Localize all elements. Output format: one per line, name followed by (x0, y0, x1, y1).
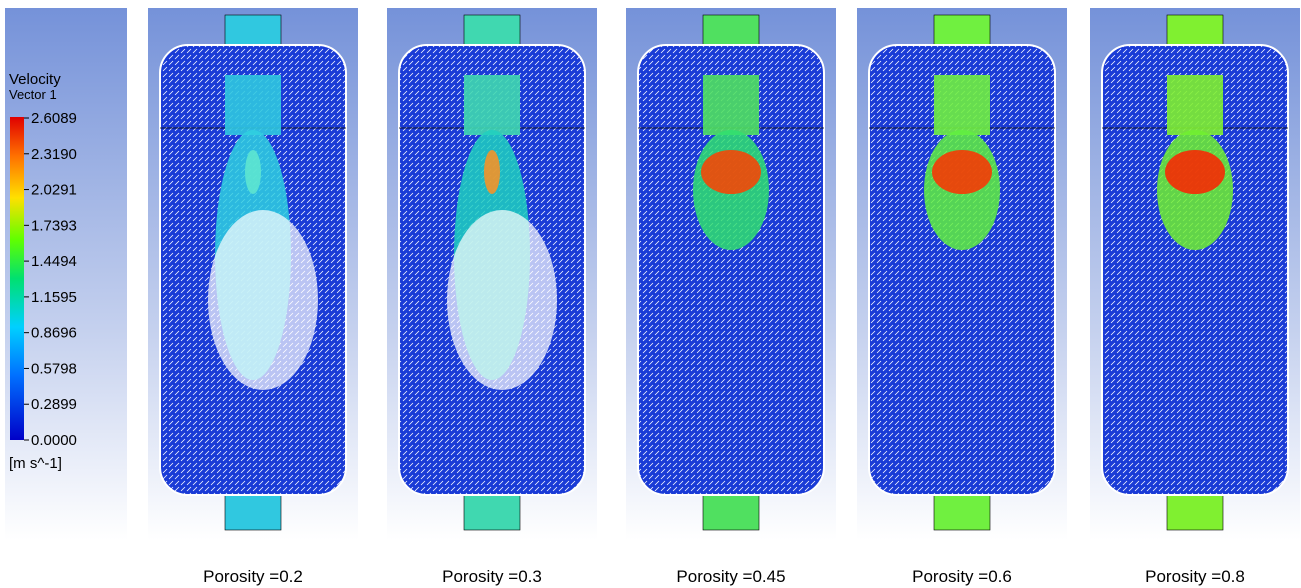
colorbar-label: 2.0291 (31, 182, 77, 199)
jet-core (464, 75, 520, 135)
panel: Porosity =0.2 (148, 8, 358, 586)
jet-peak (932, 150, 992, 194)
legend-unit: [m s^-1] (9, 455, 62, 472)
jet-peak (1165, 150, 1225, 194)
legend-title: Velocity (9, 71, 61, 88)
jet-peak (701, 150, 761, 194)
colorbar-label: 2.3190 (31, 146, 77, 163)
colorbar-label: 0.8696 (31, 325, 77, 342)
figure: Velocity Vector 1 [m s^-1] 2.6089 2.3190 2… (0, 0, 1301, 588)
figure-canvas: Velocity Vector 1 [m s^-1] 2.6089 2.3190 2… (0, 0, 1301, 588)
panel: Porosity =0.45 (626, 8, 836, 586)
colorbar-label: 1.1595 (31, 289, 77, 306)
panel-caption: Porosity =0.8 (1145, 567, 1245, 586)
panel: Porosity =0.3 (387, 8, 597, 586)
colorbar-label: 2.6089 (31, 110, 77, 127)
jet-core (934, 75, 990, 135)
jet-core (225, 75, 281, 135)
jet-peak (245, 150, 261, 194)
panel-caption: Porosity =0.45 (676, 567, 785, 586)
panel-caption: Porosity =0.6 (912, 567, 1012, 586)
panel: Porosity =0.8 (1090, 8, 1300, 586)
colorbar-label: 0.0000 (31, 432, 77, 449)
panel: Porosity =0.6 (857, 8, 1067, 586)
jet-core (1167, 75, 1223, 135)
panel-caption: Porosity =0.3 (442, 567, 542, 586)
jet-peak (484, 150, 500, 194)
colorbar-label: 0.2899 (31, 396, 77, 413)
colorbar-label: 1.4494 (31, 253, 77, 270)
stagnation-zone (447, 210, 557, 390)
jet-core (703, 75, 759, 135)
panel-caption: Porosity =0.2 (203, 567, 303, 586)
stagnation-zone (208, 210, 318, 390)
colorbar-label: 0.5798 (31, 360, 77, 377)
colorbar-label: 1.7393 (31, 217, 77, 234)
legend-subtitle: Vector 1 (9, 87, 57, 102)
colorbar (10, 117, 24, 440)
